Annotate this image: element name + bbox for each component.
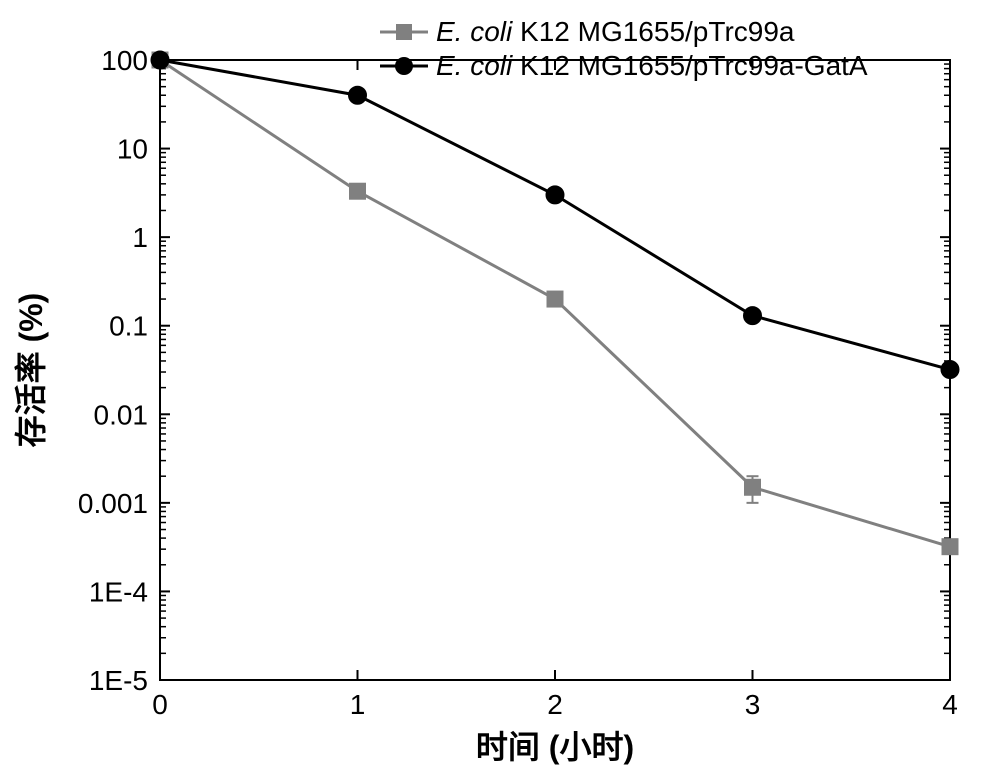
plot-frame: [160, 60, 950, 680]
legend-swatch-marker: [396, 24, 412, 40]
x-tick-label: 3: [745, 689, 761, 720]
y-tick-label: 0.01: [94, 399, 149, 430]
marker-square: [942, 539, 958, 555]
y-tick-label: 10: [117, 134, 148, 165]
marker-circle: [349, 86, 367, 104]
y-axis-title: 存活率 (%): [13, 293, 49, 448]
y-tick-label: 0.001: [78, 488, 148, 519]
legend-swatch-marker: [395, 57, 413, 75]
marker-circle: [546, 186, 564, 204]
x-tick-label: 4: [942, 689, 958, 720]
x-tick-label: 1: [350, 689, 366, 720]
series-line-gatA: [160, 60, 950, 370]
legend-label: E. coli K12 MG1655/pTrc99a-GatA: [436, 50, 868, 81]
marker-circle: [941, 361, 959, 379]
legend-label: E. coli K12 MG1655/pTrc99a: [436, 16, 795, 47]
marker-circle: [151, 51, 169, 69]
marker-square: [745, 479, 761, 495]
marker-square: [547, 291, 563, 307]
y-tick-label: 1E-5: [89, 665, 148, 696]
marker-square: [350, 183, 366, 199]
marker-circle: [744, 307, 762, 325]
y-tick-label: 0.1: [109, 311, 148, 342]
y-tick-label: 1: [132, 222, 148, 253]
survival-chart: 0 1 2 3 4 1E-5 1E-4 0.001 0.01 0.1 1 10 100 时间 (小时) 存活…: [0, 0, 1000, 782]
x-axis-title: 时间 (小时): [476, 729, 634, 765]
y-tick-label: 1E-4: [89, 576, 148, 607]
x-tick-label: 0: [152, 689, 168, 720]
y-tick-label: 100: [101, 45, 148, 76]
x-tick-label: 2: [547, 689, 563, 720]
